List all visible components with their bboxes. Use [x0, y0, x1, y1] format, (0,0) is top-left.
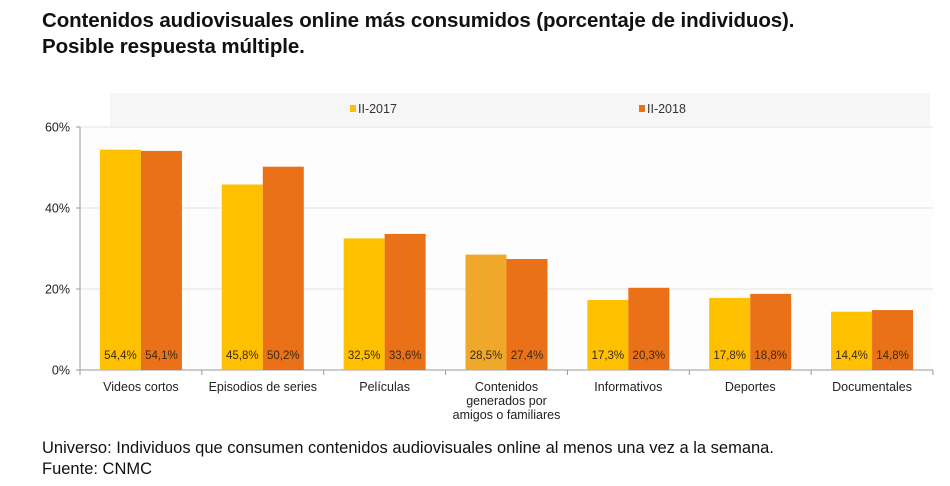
- data-label: 50,2%: [267, 350, 300, 362]
- data-label: 45,8%: [226, 350, 259, 362]
- x-category-label: Deportes: [725, 380, 776, 394]
- x-category-label: Contenidos: [475, 380, 538, 394]
- y-tick-label: 60%: [45, 121, 70, 135]
- x-category-label: Episodios de series: [209, 380, 317, 394]
- bar-ii-2018-3: [506, 259, 548, 370]
- bar-ii-2018-2: [384, 233, 426, 370]
- chart-title: Contenidos audiovisuales online más cons…: [42, 8, 794, 60]
- bar-ii-2018-4: [628, 287, 670, 370]
- data-label: 54,1%: [145, 350, 178, 362]
- legend-swatch-ii-2017: [350, 105, 356, 112]
- bar-ii-2017-2: [343, 238, 385, 370]
- chart-title-line-2: Posible respuesta múltiple.: [42, 35, 305, 58]
- bar-ii-2017-6: [831, 311, 873, 370]
- chart-title-line-1: Contenidos audiovisuales online más cons…: [42, 9, 795, 32]
- y-tick-label: 40%: [45, 202, 70, 216]
- bar-ii-2017-1: [221, 184, 263, 370]
- data-label: 14,8%: [876, 350, 909, 362]
- data-label: 18,8%: [754, 350, 787, 362]
- legend-band: [110, 93, 930, 126]
- data-label: 27,4%: [511, 350, 544, 362]
- x-category-label: Documentales: [832, 380, 912, 394]
- x-category-label: generados por: [466, 394, 547, 408]
- bar-ii-2017-0: [99, 149, 141, 370]
- bar-ii-2017-5: [709, 297, 751, 370]
- data-label: 20,3%: [633, 350, 666, 362]
- chart-footer: Universo: Individuos que consumen conten…: [42, 438, 774, 480]
- x-category-label: Películas: [359, 380, 410, 394]
- data-label: 33,6%: [389, 350, 422, 362]
- legend-label: II-2018: [647, 102, 686, 116]
- data-label: 17,8%: [713, 350, 746, 362]
- x-category-label: amigos o familiares: [453, 408, 561, 422]
- y-tick-label: 0%: [52, 364, 70, 378]
- bar-ii-2017-3: [465, 254, 507, 370]
- data-label: 32,5%: [348, 350, 381, 362]
- y-tick-label: 20%: [45, 283, 70, 297]
- x-category-label: Informativos: [594, 380, 662, 394]
- data-label: 14,4%: [835, 350, 868, 362]
- bar-ii-2018-5: [750, 293, 792, 370]
- bar-ii-2018-1: [262, 166, 304, 370]
- x-category-label: Videos cortos: [103, 380, 179, 394]
- universe-note: Universo: Individuos que consumen conten…: [42, 439, 774, 457]
- data-label: 28,5%: [470, 350, 503, 362]
- bar-ii-2018-0: [140, 150, 182, 370]
- legend-swatch-ii-2018: [639, 105, 645, 112]
- source-note: Fuente: CNMC: [42, 460, 153, 478]
- bar-ii-2018-6: [872, 310, 914, 370]
- legend-label: II-2017: [358, 102, 397, 116]
- bar-ii-2017-4: [587, 299, 629, 370]
- data-label: 17,3%: [592, 350, 625, 362]
- data-label: 54,4%: [104, 350, 137, 362]
